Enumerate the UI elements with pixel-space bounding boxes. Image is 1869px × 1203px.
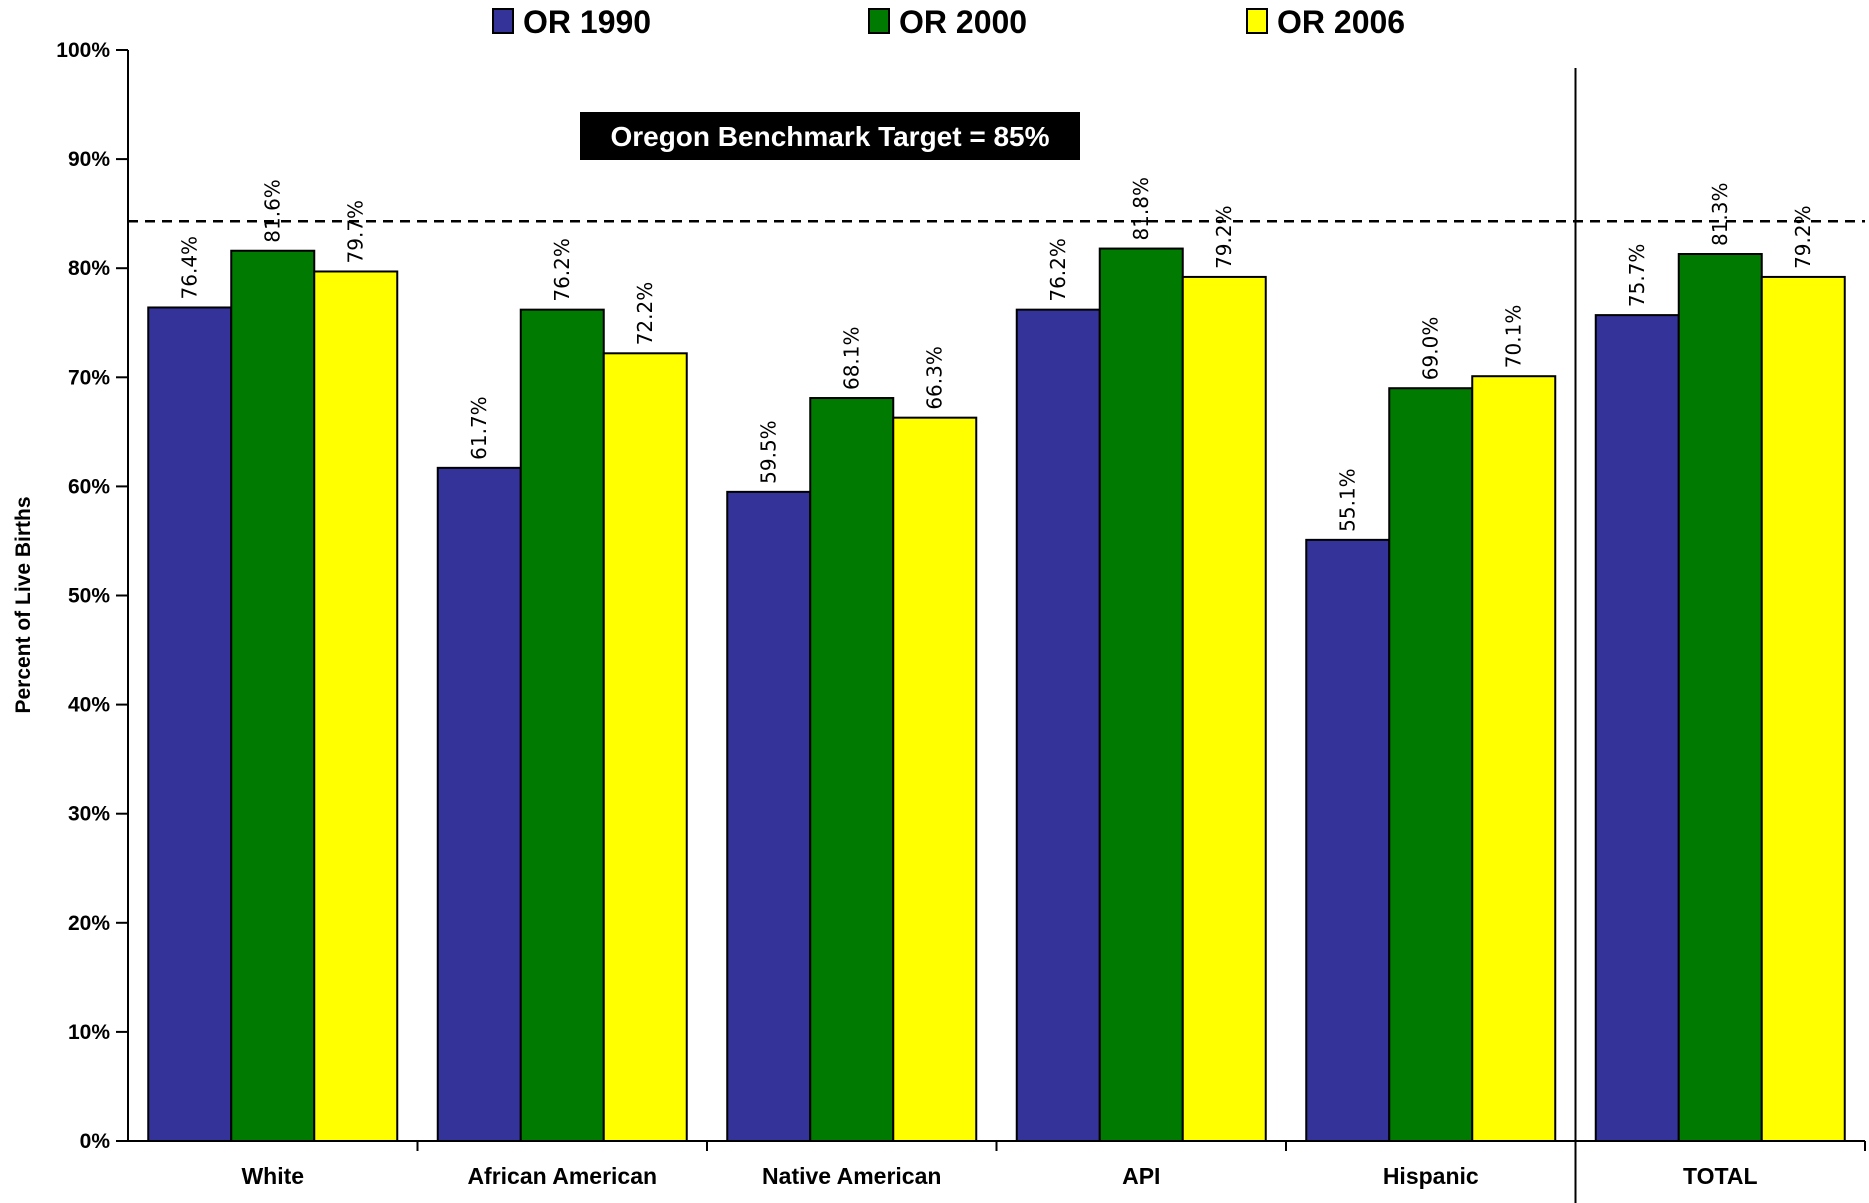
- data-label: 79.2%: [1212, 205, 1236, 269]
- bar: [1471, 375, 1557, 1143]
- bar: [436, 466, 522, 1142]
- data-labels: 76.4% 81.6% 79.7% 61.7% 76.2% 72.2% 59.5% 68.1%…: [178, 177, 1816, 532]
- x-category-label: API: [1122, 1163, 1160, 1189]
- data-label: 75.7%: [1625, 244, 1649, 308]
- data-label: 61.7%: [467, 396, 491, 460]
- y-tick-label: 90%: [68, 148, 110, 171]
- data-label: 79.2%: [1791, 205, 1815, 269]
- bar: [602, 352, 688, 1143]
- y-tick-label: 80%: [68, 257, 110, 280]
- bar: [1760, 275, 1846, 1143]
- y-axis: 0% 10% 20% 30% 40% 50% 60% 70% 80% 90% 100%: [56, 39, 129, 1153]
- bar: [1677, 253, 1763, 1142]
- data-label: 69.0%: [1419, 317, 1443, 381]
- data-label: 76.2%: [1046, 238, 1070, 302]
- x-category-label: White: [241, 1163, 304, 1189]
- bar: [1181, 275, 1267, 1143]
- y-tick-label: 100%: [56, 39, 110, 62]
- data-label: 76.4%: [178, 236, 202, 300]
- data-label: 81.3%: [1708, 182, 1732, 246]
- bar: [313, 270, 399, 1142]
- legend-label: OR 2000: [899, 4, 1027, 40]
- y-tick-label: 10%: [68, 1021, 110, 1044]
- data-label: 59.5%: [757, 420, 781, 484]
- bar: [230, 249, 316, 1142]
- legend: OR 1990 OR 2000 OR 2006: [492, 4, 1405, 40]
- bar: [809, 397, 895, 1142]
- data-label: 55.1%: [1336, 468, 1360, 532]
- x-category-label: African American: [467, 1163, 657, 1189]
- bar: [1098, 247, 1184, 1142]
- y-axis-title: Percent of Live Births: [12, 496, 35, 713]
- y-tick-label: 70%: [68, 366, 110, 389]
- legend-label: OR 2006: [1277, 4, 1405, 40]
- bar: [892, 416, 978, 1142]
- data-label: 72.2%: [633, 282, 657, 346]
- benchmark-annotation: Oregon Benchmark Target = 85%: [580, 112, 1080, 160]
- data-label: 68.1%: [840, 326, 864, 390]
- data-label: 66.3%: [923, 346, 947, 410]
- data-label: 76.2%: [550, 238, 574, 302]
- x-category-label: Hispanic: [1383, 1163, 1479, 1189]
- bar: [519, 308, 605, 1142]
- y-tick-label: 40%: [68, 694, 110, 717]
- data-label: 70.1%: [1502, 305, 1526, 369]
- y-tick-label: 0%: [80, 1130, 111, 1153]
- data-label: 81.8%: [1129, 177, 1153, 241]
- data-label: 79.7%: [344, 200, 368, 264]
- bar: [1305, 538, 1391, 1142]
- bars: [147, 247, 1846, 1143]
- legend-label: OR 1990: [523, 4, 651, 40]
- y-tick-label: 60%: [68, 475, 110, 498]
- bar: [1015, 308, 1101, 1142]
- bar: [1388, 387, 1474, 1142]
- y-tick-label: 50%: [68, 585, 110, 608]
- bar: [147, 306, 233, 1142]
- legend-swatch: [868, 8, 890, 34]
- x-category-label: TOTAL: [1683, 1163, 1758, 1189]
- y-tick-label: 30%: [68, 803, 110, 826]
- legend-swatch: [1246, 8, 1268, 34]
- benchmark-annotation-text: Oregon Benchmark Target = 85%: [610, 121, 1049, 152]
- bar: [1594, 314, 1680, 1143]
- x-axis: White African American Native American API H…: [128, 68, 1866, 1203]
- legend-swatch: [492, 8, 514, 34]
- x-category-label: Native American: [762, 1163, 941, 1189]
- y-tick-label: 20%: [68, 912, 110, 935]
- data-label: 81.6%: [261, 179, 285, 243]
- bar: [726, 490, 812, 1143]
